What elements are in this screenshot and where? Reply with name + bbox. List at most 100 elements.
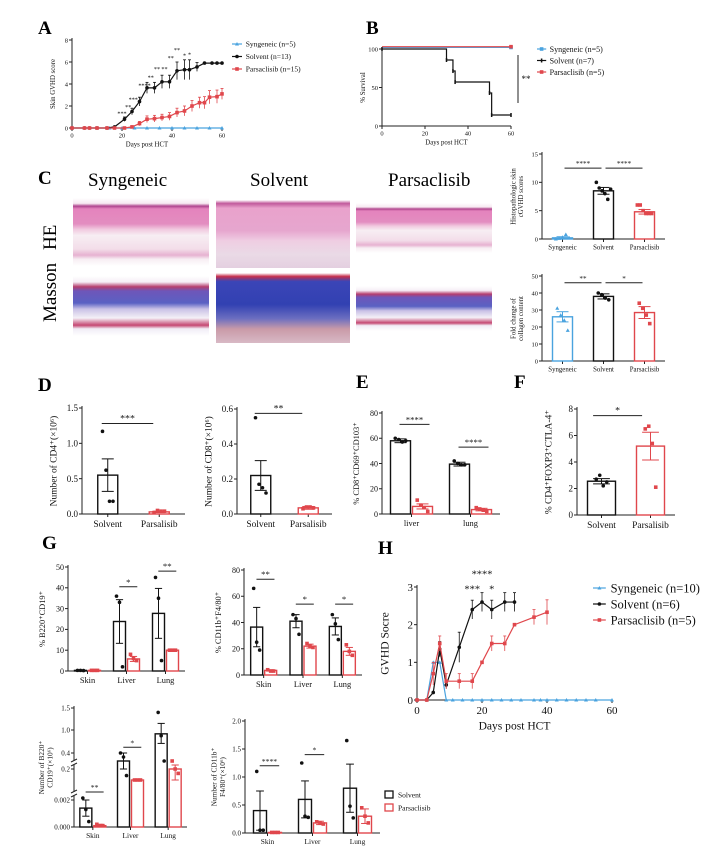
g4-data-point-parsaclisib [314, 820, 319, 824]
e-data-point-parsaclisib [481, 508, 486, 513]
g2-y-tick-label: 40 [232, 618, 240, 627]
d1-y-tick-label: 1.5 [67, 403, 79, 413]
c1-bar-parsaclisib [633, 211, 656, 240]
g3-significance-label: * [130, 738, 134, 747]
g1-y-tick-label: 50 [56, 563, 64, 572]
panel-label-a: A [38, 18, 52, 39]
g1-data-point-solvent [156, 596, 161, 600]
c2-data-point-solvent [603, 296, 608, 300]
c2-data-point-syngeneic [562, 318, 567, 322]
a-significance-label: ** [154, 67, 160, 73]
a-significance-label: ** [148, 76, 154, 82]
c2-data-point-parsaclisib [644, 313, 649, 317]
f-data-point-solvent [604, 480, 609, 484]
g3-data-point-solvent [121, 755, 126, 759]
e-bar-solvent [448, 463, 471, 515]
c2-y-axis-label: collagen content [518, 296, 525, 341]
g1-data-point-solvent [78, 668, 83, 673]
b-x-tick-label: 60 [508, 131, 515, 138]
e-data-point-solvent [462, 462, 467, 467]
g3-data-point-solvent [124, 773, 129, 778]
c1-data-point-syngeneic [567, 235, 572, 240]
c1-y-tick-label: 5 [535, 208, 538, 215]
c1-data-point-syngeneic [563, 232, 568, 236]
a-data-point-solvent [187, 67, 192, 72]
h-data-point-parsaclisib [480, 660, 484, 665]
g4-data-point-solvent [348, 804, 352, 808]
panel-label-d: D [38, 375, 52, 396]
d1-category-label: Parsalisib [141, 520, 178, 530]
e-category-label: liver [404, 519, 420, 528]
a-data-point-solvent [202, 61, 207, 65]
g1-bar-parsaclisib [165, 649, 180, 672]
c2-data-point-parsaclisib [647, 321, 652, 326]
c1-y-axis-label: cGVHD scores [518, 175, 525, 217]
g2-category-label: Liver [294, 680, 312, 689]
e-data-point-solvent [459, 462, 464, 467]
g3-axis-break [70, 792, 187, 796]
g2-data-point-parsaclisib [347, 649, 352, 654]
g2-data-point-parsaclisib [271, 669, 276, 673]
h-data-point-syngeneic [489, 698, 494, 702]
g2-data-point-solvent [251, 586, 256, 591]
g3-axis-break [70, 761, 187, 765]
h-data-point-parsaclisib [437, 641, 442, 646]
e-significance-label: **** [406, 414, 424, 424]
g3-category-label: Liver [123, 831, 139, 840]
f-y-tick-label: 0 [569, 510, 574, 520]
g4-data-point-solvent [351, 816, 356, 820]
e-y-tick-label: 80 [370, 409, 378, 418]
g1-data-point-solvent [153, 575, 158, 580]
d1-category-label: Solvent [93, 520, 122, 530]
e-data-point-solvent [396, 437, 401, 442]
c1-data-point-syngeneic [553, 237, 558, 241]
a-significance-label: ** [161, 67, 167, 73]
g2-y-tick-label: 60 [232, 592, 240, 601]
h-series-line-solvent [417, 601, 515, 701]
a-data-point-parsaclisib [182, 109, 187, 113]
c2-y-tick-label: 30 [532, 307, 539, 314]
g4-data-point-parsaclisib [363, 814, 367, 818]
c1-data-point-syngeneic [557, 236, 562, 240]
f-y-tick-label: 8 [569, 404, 574, 414]
f-bar-solvent [586, 480, 617, 516]
d2-y-tick-label: 0.0 [222, 509, 234, 519]
g1-y-axis-label: % B220⁺CD19⁺ [38, 591, 47, 647]
g4-significance-label: * [313, 746, 317, 755]
h-data-point-solvent [431, 690, 436, 695]
g3-data-point-parsaclisib [95, 822, 99, 827]
g3-bar-parsaclisib [130, 779, 145, 828]
h-data-point-syngeneic [564, 698, 569, 702]
h-data-point-parsaclisib [502, 641, 507, 646]
c2-data-point-solvent [599, 292, 604, 297]
c1-category-label: Parsaclisib [630, 245, 660, 252]
e-data-point-parsaclisib [484, 509, 489, 514]
h-data-point-syngeneic [480, 698, 484, 702]
h-data-point-syngeneic [584, 698, 588, 702]
h-data-point-syngeneic [593, 698, 598, 702]
e-significance-label: **** [465, 437, 483, 447]
f-category-label: Parsalisib [632, 521, 669, 531]
a-data-point-solvent [210, 61, 214, 65]
g3-data-point-parsaclisib [135, 778, 140, 782]
g2-bar-parsaclisib [303, 645, 317, 676]
g1-data-point-parsaclisib [131, 656, 136, 661]
c2-data-point-syngeneic [565, 328, 570, 332]
h-x-tick-label: 40 [542, 705, 554, 717]
d2-category-label: Solvent [246, 520, 275, 530]
f-significance-label: * [615, 406, 620, 417]
b-y-tick-label: 100 [368, 46, 378, 53]
g4-data-point-parsaclisib [269, 830, 274, 835]
a-significance-label: ** [125, 105, 131, 111]
e-y-tick-label: 60 [370, 434, 378, 443]
c2-data-point-solvent [606, 298, 611, 302]
e-data-point-parsaclisib [477, 507, 482, 511]
h-data-point-parsaclisib [470, 679, 475, 683]
g4-data-point-parsaclisib [318, 821, 322, 825]
g3-data-point-parsaclisib [176, 771, 180, 776]
f-data-point-parsaclisib [643, 427, 648, 431]
d2-y-tick-label: 0.2 [222, 474, 233, 484]
d1-data-point-parsaclisib [155, 508, 160, 513]
d2-category-label: Parsalisib [290, 520, 327, 530]
g3-data-point-solvent [84, 807, 88, 812]
